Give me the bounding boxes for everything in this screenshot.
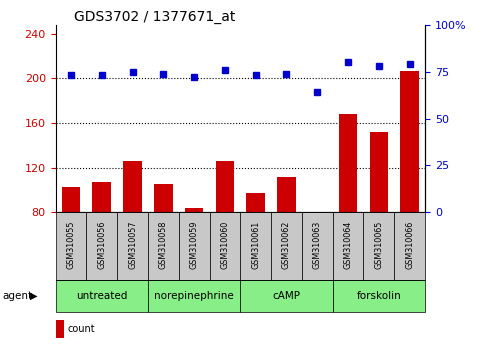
Bar	[240, 280, 333, 312]
Bar	[148, 212, 179, 280]
Text: ▶: ▶	[30, 291, 38, 301]
Bar	[148, 280, 241, 312]
Bar	[86, 212, 117, 280]
Text: GSM310058: GSM310058	[159, 221, 168, 269]
Text: count: count	[67, 324, 95, 334]
Bar	[246, 193, 265, 212]
Bar	[394, 212, 425, 280]
Bar	[400, 70, 419, 212]
Text: GSM310066: GSM310066	[405, 221, 414, 269]
Bar	[271, 212, 302, 280]
Bar	[369, 132, 388, 212]
Text: GSM310057: GSM310057	[128, 221, 137, 269]
Bar	[56, 212, 86, 280]
Bar	[123, 161, 142, 212]
Text: GSM310056: GSM310056	[97, 221, 106, 269]
Bar	[240, 212, 271, 280]
Bar	[56, 320, 64, 338]
Bar	[185, 208, 203, 212]
Bar	[277, 177, 296, 212]
Text: GSM310062: GSM310062	[282, 221, 291, 269]
Text: GSM310063: GSM310063	[313, 221, 322, 269]
Bar	[302, 212, 333, 280]
Text: GSM310059: GSM310059	[190, 221, 199, 269]
Text: GSM310055: GSM310055	[67, 221, 75, 269]
Text: GSM310064: GSM310064	[343, 221, 353, 269]
Bar	[215, 161, 234, 212]
Bar	[333, 280, 425, 312]
Text: agent: agent	[2, 291, 32, 301]
Bar	[62, 187, 80, 212]
Text: cAMP: cAMP	[272, 291, 300, 301]
Bar	[210, 212, 240, 280]
Bar	[364, 212, 394, 280]
Bar	[333, 212, 364, 280]
Bar	[92, 182, 111, 212]
Bar	[117, 212, 148, 280]
Text: untreated: untreated	[76, 291, 128, 301]
Text: GSM310065: GSM310065	[374, 221, 384, 269]
Text: GSM310060: GSM310060	[220, 221, 229, 269]
Bar	[179, 212, 210, 280]
Text: GDS3702 / 1377671_at: GDS3702 / 1377671_at	[74, 10, 235, 24]
Bar	[154, 184, 172, 212]
Text: norepinephrine: norepinephrine	[154, 291, 234, 301]
Text: forskolin: forskolin	[356, 291, 401, 301]
Bar	[56, 280, 148, 312]
Bar	[339, 114, 357, 212]
Text: GSM310061: GSM310061	[251, 221, 260, 269]
